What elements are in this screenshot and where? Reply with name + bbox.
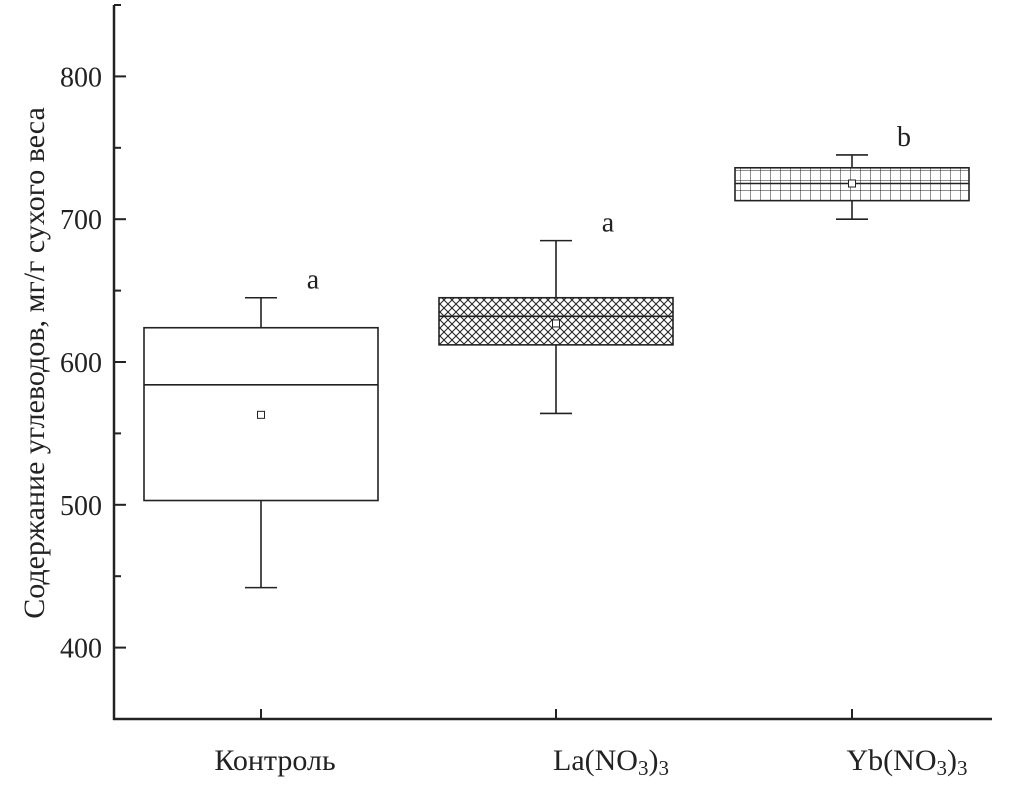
box-1: a: [143, 265, 379, 589]
y-tick-label: 500: [60, 491, 102, 522]
mean-marker: [552, 319, 560, 328]
significance-label: a: [307, 265, 320, 296]
significance-label: b: [897, 122, 911, 153]
mean-marker: [257, 410, 265, 419]
x-labels-group: Контроль La(NO3)3 Yb(NO3)3: [214, 744, 967, 780]
box-2: a: [438, 208, 674, 415]
x-category-label: La(NO3)3: [553, 744, 669, 780]
x-category-label: Yb(NO3)3: [847, 744, 968, 780]
x-category-label: Контроль: [214, 744, 335, 777]
axes: 400 500 600 700 800: [60, 4, 992, 721]
y-tick-label: 400: [60, 634, 102, 665]
boxes-group: a a b: [143, 122, 970, 589]
y-tick-label: 800: [60, 62, 102, 93]
y-tick-label: 700: [60, 205, 102, 236]
box-3: b: [734, 122, 970, 220]
y-axis-title: Содержание углеводов, мг/г сухого веса: [18, 107, 51, 619]
mean-marker: [848, 179, 856, 188]
significance-label: a: [602, 208, 615, 239]
y-tick-label: 600: [60, 348, 102, 379]
